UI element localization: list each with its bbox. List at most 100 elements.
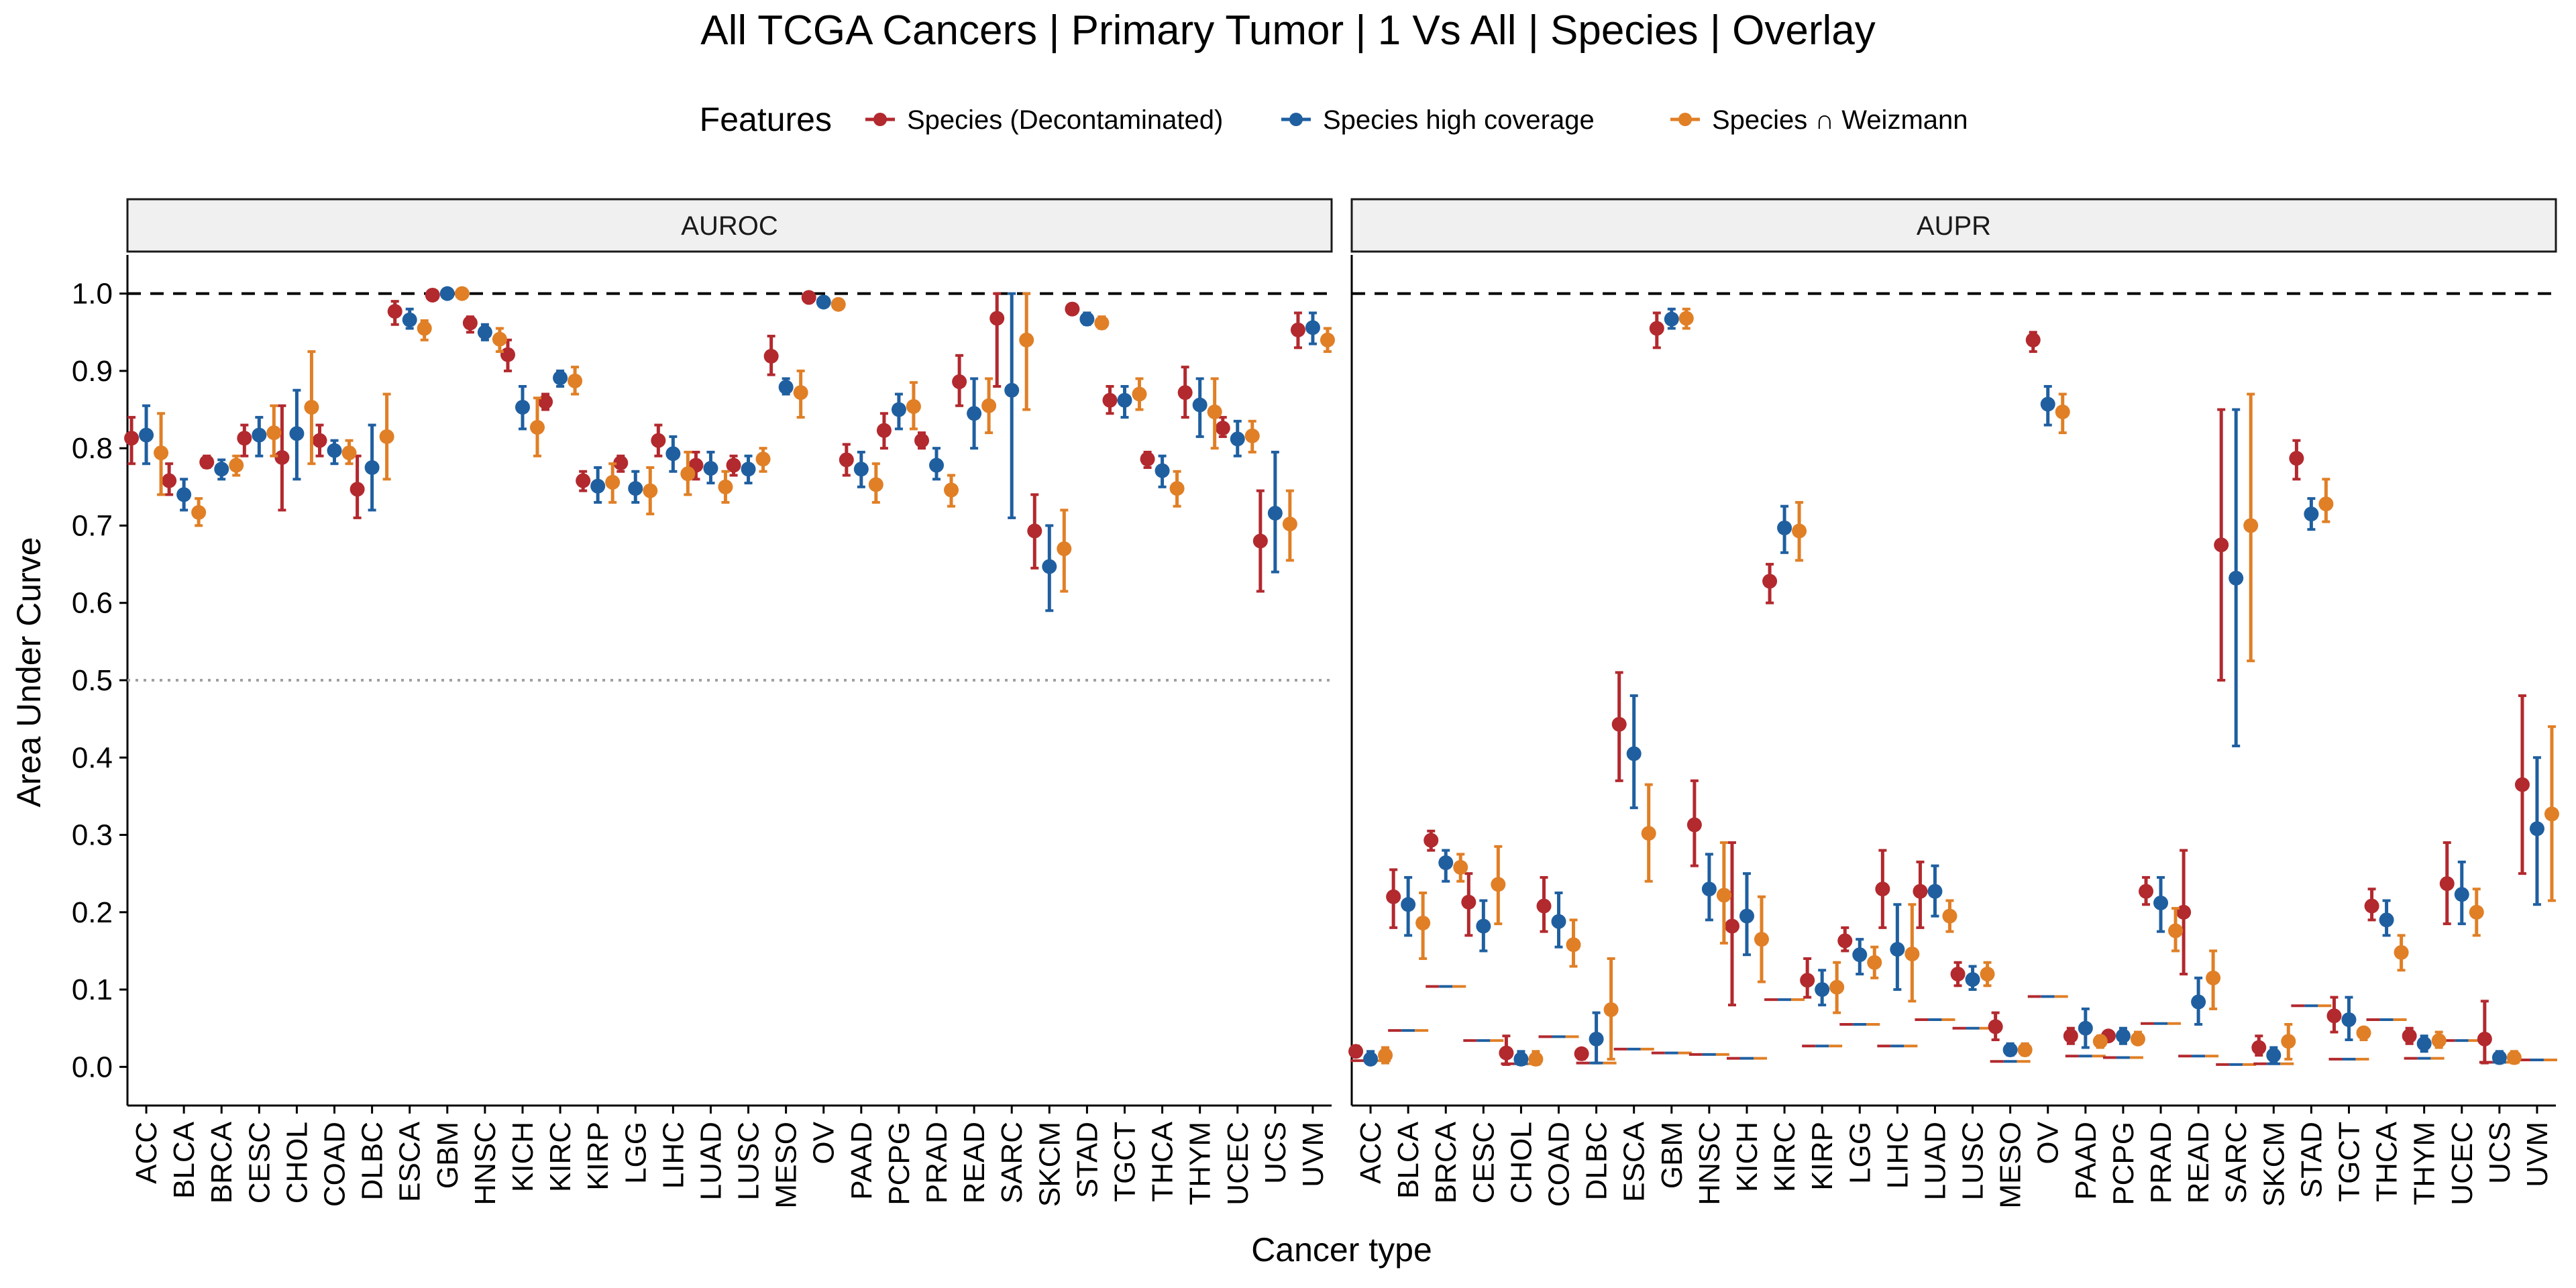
data-point-kirc — [1777, 520, 1792, 535]
data-point-ucs — [2506, 1050, 2522, 1065]
data-point-ov — [801, 290, 816, 305]
x-tick-label-paad: PAAD — [845, 1122, 878, 1200]
data-point-luad — [718, 479, 733, 494]
legend-label: Species high coverage — [1323, 105, 1595, 135]
data-point-uvm — [1305, 320, 1320, 335]
data-point-kich — [515, 400, 530, 415]
data-point-thym — [2431, 1033, 2447, 1049]
data-point-acc — [154, 445, 169, 461]
x-tick-label-prad: PRAD — [2145, 1122, 2178, 1203]
data-point-blca — [176, 487, 192, 502]
data-point-gbm — [1649, 321, 1664, 336]
data-point-kich — [500, 347, 515, 362]
x-tick-label-coad: COAD — [1543, 1122, 1576, 1207]
data-point-chol — [1513, 1051, 1529, 1067]
panel-auroc: AUROC 0.0 0.1 0.2 0.3 0.4 0.5 0.6 0.7 0.8 0.9 1.0 AC… — [72, 198, 1335, 1209]
data-point-dlbc — [379, 429, 394, 444]
data-point-prad — [944, 482, 959, 498]
x-tick-label-ucs: UCS — [2483, 1122, 2516, 1184]
data-point-acc — [1363, 1051, 1379, 1067]
legend-items: Species (Decontaminated) Species high cov… — [865, 105, 1968, 135]
x-tick-label-coad: COAD — [319, 1122, 352, 1207]
data-point-kirp — [1800, 973, 1815, 988]
data-point-skcm — [1027, 523, 1042, 539]
data-point-kirc — [568, 373, 583, 388]
x-tick-label-ucs: UCS — [1259, 1122, 1292, 1184]
data-point-dlbc — [364, 460, 380, 475]
data-point-paad — [853, 462, 869, 477]
data-point-brca — [214, 462, 229, 477]
panels: AUROC 0.0 0.1 0.2 0.3 0.4 0.5 0.6 0.7 0.8 0.9 1.0 AC… — [72, 198, 2559, 1209]
y-tick-label: 0.5 — [72, 664, 113, 697]
y-tick-label: 1.0 — [72, 278, 113, 311]
data-point-paad — [2092, 1034, 2108, 1049]
strip-aupr — [1350, 198, 2557, 253]
data-point-stad — [1065, 301, 1080, 317]
data-point-read — [952, 374, 967, 390]
data-point-hnsc — [462, 315, 478, 331]
data-point-dlbc — [1574, 1046, 1589, 1061]
x-tick-label-ucec: UCEC — [2446, 1122, 2479, 1205]
x-tick-label-ov: OV — [808, 1121, 841, 1164]
data-point-lihc — [665, 446, 681, 462]
data-point-cesc — [252, 427, 267, 443]
series-species-high-coverage-aupr — [1363, 307, 2544, 1067]
data-point-uvm — [2529, 821, 2544, 837]
x-tick-label-acc: ACC — [130, 1122, 163, 1184]
series-species-high-coverage-auroc — [139, 286, 1320, 612]
y-tick-label: 0.7 — [72, 509, 113, 542]
data-point-gbm — [454, 286, 470, 301]
data-point-ucs — [1267, 506, 1283, 521]
data-point-hnsc — [477, 325, 492, 340]
data-point-tgct — [2341, 1012, 2357, 1028]
data-point-esca — [1626, 746, 1642, 761]
data-point-coad — [312, 433, 327, 448]
x-tick-label-pcpg: PCPG — [883, 1122, 916, 1205]
data-point-chol — [289, 426, 305, 441]
y-tick-label: 0.0 — [72, 1051, 113, 1083]
data-point-dlbc — [350, 482, 365, 497]
x-tick-label-thym: THYM — [1184, 1122, 1217, 1205]
data-point-tgct — [1117, 392, 1132, 408]
panel-aupr: AUPR ACC BLCA BRCA CESC CHOL COAD DLBC ESCA GBM HN… — [1348, 198, 2559, 1209]
data-point-meso — [793, 385, 808, 400]
data-point-prad — [2139, 883, 2154, 899]
y-tick-label: 0.3 — [72, 819, 113, 852]
data-point-acc — [1348, 1044, 1364, 1059]
data-point-pcpg — [2115, 1028, 2131, 1044]
data-point-ucs — [1252, 533, 1268, 549]
data-point-brca — [229, 458, 244, 473]
x-tick-label-kirp: KIRP — [582, 1122, 614, 1191]
data-point-skcm — [2266, 1048, 2282, 1063]
data-point-brca — [1453, 859, 1468, 875]
legend-swatch-point — [1289, 113, 1303, 126]
data-point-lusc — [1950, 967, 1966, 982]
series-species-decontaminated-aupr — [1348, 311, 2530, 1066]
data-point-chol — [274, 450, 290, 466]
data-point-esca — [417, 321, 432, 336]
x-tick-label-brca: BRCA — [205, 1121, 238, 1203]
data-point-hnsc — [1701, 881, 1717, 897]
x-tick-label-stad: STAD — [2295, 1122, 2328, 1198]
data-point-blca — [191, 504, 207, 520]
data-point-tgct — [2326, 1008, 2342, 1024]
x-tick-label-skcm: SKCM — [2257, 1122, 2290, 1207]
data-point-blca — [162, 473, 177, 488]
data-point-lihc — [680, 466, 696, 482]
chart-title: All TCGA Cancers | Primary Tumor | 1 Vs … — [700, 7, 1876, 54]
data-point-ov — [2055, 405, 2070, 420]
data-point-luad — [703, 461, 718, 476]
y-axis-label: Area Under Curve — [10, 537, 48, 808]
legend-label: Species ∩ Weizmann — [1712, 105, 1968, 135]
data-point-lgg — [613, 455, 629, 471]
x-tick-label-hnsc: HNSC — [469, 1122, 502, 1205]
y-tick-label: 0.9 — [72, 355, 113, 388]
x-tick-label-meso: MESO — [1994, 1122, 2027, 1209]
data-point-coad — [341, 445, 357, 461]
data-point-gbm — [1678, 311, 1694, 326]
data-point-thca — [1140, 451, 1155, 467]
x-tick-label-kich: KICH — [1731, 1122, 1764, 1192]
x-tick-label-thca: THCA — [2371, 1121, 2404, 1201]
x-tick-label-sarc: SARC — [996, 1122, 1028, 1203]
